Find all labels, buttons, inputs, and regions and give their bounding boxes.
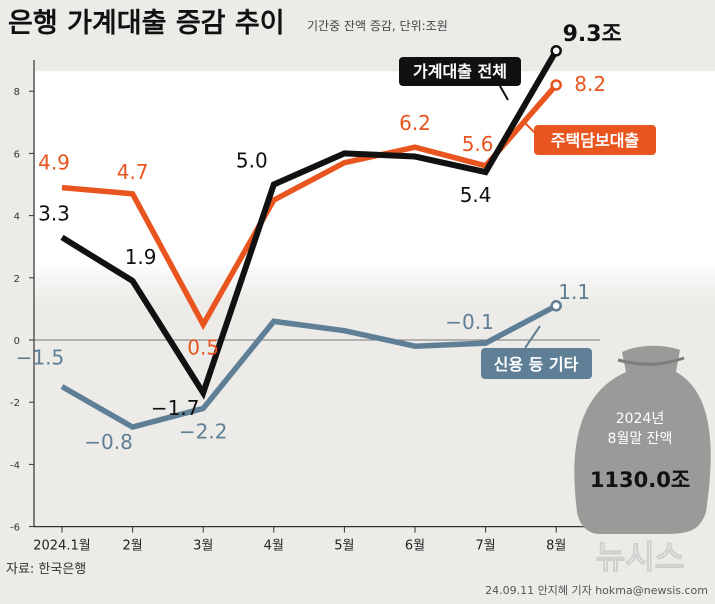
legend-label: 신용 등 기타 — [494, 355, 579, 374]
data-label: 5.4 — [460, 183, 492, 207]
plot-fade-strip — [35, 271, 715, 278]
callout-month-label: 8월말 잔액 — [608, 431, 673, 447]
legend-leader-line — [523, 121, 535, 133]
y-tick-label: -2 — [10, 398, 20, 409]
data-label: −0.8 — [84, 430, 133, 454]
data-label: 8.2 — [574, 72, 606, 96]
y-tick-label: 8 — [14, 87, 20, 98]
legend-label: 가계대출 전체 — [413, 62, 507, 81]
credit-line: 24.09.11 안지혜 기자 hokma@newsis.com — [485, 584, 708, 597]
y-tick-label: 2 — [14, 274, 20, 285]
money-bag-icon — [574, 345, 711, 534]
data-label: 3.3 — [38, 201, 70, 225]
x-tick-label: 4월 — [264, 539, 284, 554]
axes: -6 -4 -2 0 2 4 6 8 2024.1월 2월 3월 4월 5월 6월 7월 8월 — [10, 60, 600, 554]
y-tick-label: 4 — [14, 212, 20, 223]
data-label: −1.5 — [16, 346, 65, 370]
x-tick-label: 7월 — [475, 539, 495, 554]
plot-fade-strip — [35, 265, 715, 272]
bag-tie — [617, 356, 685, 366]
callout-amount: 1130.0조 — [590, 468, 690, 492]
x-tick-label: 6월 — [405, 539, 425, 554]
data-label: −2.2 — [179, 419, 228, 443]
data-label: −0.1 — [445, 310, 494, 334]
data-label: 9.3조 — [563, 22, 622, 47]
series-end-marker — [550, 45, 562, 57]
legend-label: 주택담보대출 — [551, 131, 640, 150]
x-tick-label: 2024.1월 — [33, 539, 90, 554]
legend-box — [534, 125, 656, 155]
y-tick-label: -6 — [10, 523, 20, 534]
x-tick-label: 2월 — [122, 539, 142, 554]
chart-title: 은행 가계대출 증감 추이 — [8, 8, 285, 39]
chart-subtitle: 기간중 잔액 증감, 단위:조원 — [307, 19, 448, 33]
data-label: −1.7 — [151, 396, 200, 420]
plot-fade-strip — [35, 289, 715, 296]
series-end-marker — [550, 300, 562, 312]
legend-leader-line — [499, 85, 509, 101]
y-tick-label: 6 — [14, 149, 20, 160]
data-label: 5.0 — [236, 149, 268, 173]
legend-box — [399, 57, 521, 86]
plot-fade-strip — [35, 295, 715, 302]
data-label: 4.9 — [38, 151, 70, 175]
data-label: 1.1 — [558, 280, 590, 304]
x-tick-label: 3월 — [193, 539, 213, 554]
x-tick-label: 5월 — [334, 539, 354, 554]
data-label: 6.2 — [399, 111, 431, 135]
y-tick-label: 0 — [14, 336, 20, 347]
data-label: 1.9 — [125, 245, 157, 269]
plot-fade-strip — [35, 277, 715, 284]
series-end-marker — [550, 79, 562, 91]
data-labels: 3.3 1.9 −1.7 5.0 5.4 9.3조 4.9 4.7 0.5 6.2 5.6 8.2 −1… — [16, 22, 622, 454]
data-label: 5.6 — [462, 132, 494, 156]
series-line — [60, 303, 558, 431]
balance-callout: 2024년 8월말 잔액 1130.0조 — [574, 345, 711, 534]
series-layer — [60, 45, 562, 431]
plot-fade — [35, 265, 715, 302]
callout-year: 2024년 — [616, 411, 665, 427]
series-line — [61, 83, 559, 331]
plot-fade-strip — [35, 283, 715, 290]
legend-leader-line — [524, 325, 541, 349]
series-line — [60, 49, 559, 400]
x-tick-label: 8월 — [546, 539, 566, 554]
data-label: 0.5 — [187, 335, 219, 359]
newsis-logo-text: 뉴시스 — [596, 538, 684, 576]
source-note: 자료: 한국은행 — [6, 561, 86, 577]
newsis-logo: 뉴시스 — [595, 538, 684, 577]
plot-background — [35, 71, 715, 266]
y-tick-label: -4 — [10, 460, 20, 471]
data-label: 4.7 — [117, 160, 149, 184]
legend-box — [481, 348, 592, 379]
